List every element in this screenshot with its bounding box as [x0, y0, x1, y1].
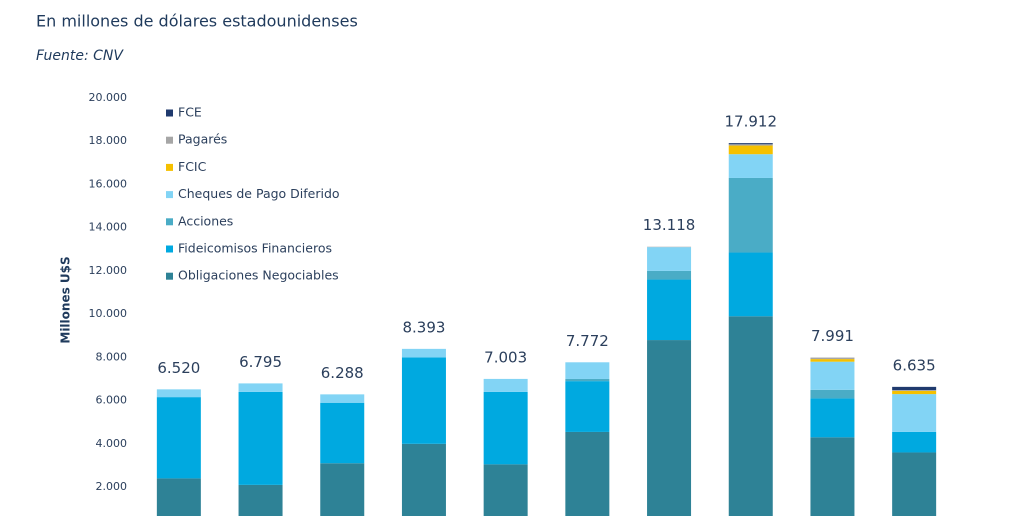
- legend-swatch: [166, 272, 173, 280]
- y-tick-label: 12.000: [89, 264, 128, 277]
- legend-swatch: [166, 136, 173, 144]
- bar-segment: [483, 378, 528, 392]
- bar-segment: [892, 386, 937, 391]
- bar-segment: [892, 390, 937, 391]
- bar-segment: [810, 357, 855, 360]
- legend-label: Pagarés: [178, 132, 227, 147]
- total-label: 6.635: [893, 356, 936, 374]
- legend-label: FCIC: [178, 159, 207, 174]
- bar-segment: [728, 144, 773, 146]
- y-tick-label: 8.000: [96, 350, 128, 363]
- legend-label: Acciones: [178, 213, 233, 228]
- bar-segment: [728, 154, 773, 178]
- y-tick-label: 10.000: [89, 307, 128, 320]
- bar-segment: [565, 431, 610, 516]
- bar-segment: [728, 252, 773, 317]
- bar-segment: [810, 359, 855, 362]
- bar-segment: [728, 145, 773, 155]
- total-label: 8.393: [402, 318, 445, 336]
- total-label: 6.288: [321, 364, 364, 382]
- y-tick-label: 16.000: [89, 177, 128, 190]
- legend-swatch: [166, 191, 173, 199]
- bar-segment: [156, 478, 201, 516]
- bar-segment: [892, 390, 937, 395]
- chart-title: En millones de dólares estadounidenses: [36, 12, 358, 31]
- y-axis-label: Millones U$S: [59, 256, 73, 343]
- y-tick-label: 6.000: [96, 394, 128, 407]
- legend-swatch: [166, 245, 173, 253]
- bar-segment: [565, 381, 610, 432]
- y-tick-label: 2.000: [96, 480, 128, 493]
- legend-swatch: [166, 163, 173, 171]
- bar-segment: [156, 389, 201, 398]
- total-label: 7.772: [566, 332, 609, 350]
- bar-segment: [238, 484, 283, 516]
- bar-segment: [647, 270, 692, 280]
- bar-segment: [647, 340, 692, 516]
- bar-segment: [401, 357, 446, 444]
- bar-segment: [401, 443, 446, 516]
- total-label: 17.912: [725, 113, 778, 131]
- y-tick-label: 20.000: [89, 91, 128, 104]
- bar-segment: [810, 398, 855, 438]
- legend-label: Fideicomisos Financieros: [178, 241, 332, 256]
- legend-label: Obligaciones Negociables: [178, 268, 339, 283]
- total-label: 6.520: [157, 359, 200, 377]
- bar-segment: [810, 389, 855, 399]
- total-label: 13.118: [643, 216, 696, 234]
- bar-segment: [892, 394, 937, 432]
- legend-swatch: [166, 109, 173, 117]
- bar-segment: [728, 177, 773, 253]
- bar-segment: [728, 316, 773, 516]
- bar-segment: [401, 348, 446, 358]
- bar-segment: [320, 394, 365, 403]
- legend-label: FCE: [178, 105, 202, 120]
- bar-segment: [892, 452, 937, 516]
- bar-segment: [728, 143, 773, 145]
- total-label: 7.991: [811, 327, 854, 345]
- y-tick-label: 18.000: [89, 134, 128, 147]
- bar-segment: [156, 397, 201, 479]
- chart-subtitle: Fuente: CNV: [36, 48, 124, 64]
- bar-segment: [810, 361, 855, 390]
- bar-segment: [238, 391, 283, 485]
- bar-segment: [483, 464, 528, 516]
- bar-segment: [810, 437, 855, 516]
- bar-segment: [483, 391, 528, 465]
- total-label: 6.795: [239, 353, 282, 371]
- y-tick-label: 14.000: [89, 221, 128, 234]
- bar-segment: [238, 383, 283, 392]
- legend-label: Cheques de Pago Diferido: [178, 186, 340, 201]
- total-label: 7.003: [484, 348, 527, 366]
- legend-swatch: [166, 218, 173, 226]
- bar-segment: [565, 362, 610, 379]
- bar-segment: [320, 463, 365, 516]
- y-tick-label: 4.000: [96, 437, 128, 450]
- bar-segment: [320, 402, 365, 464]
- bar-segment: [892, 431, 937, 453]
- bar-segment: [565, 378, 610, 382]
- bar-segment: [647, 247, 692, 271]
- bar-segment: [647, 279, 692, 341]
